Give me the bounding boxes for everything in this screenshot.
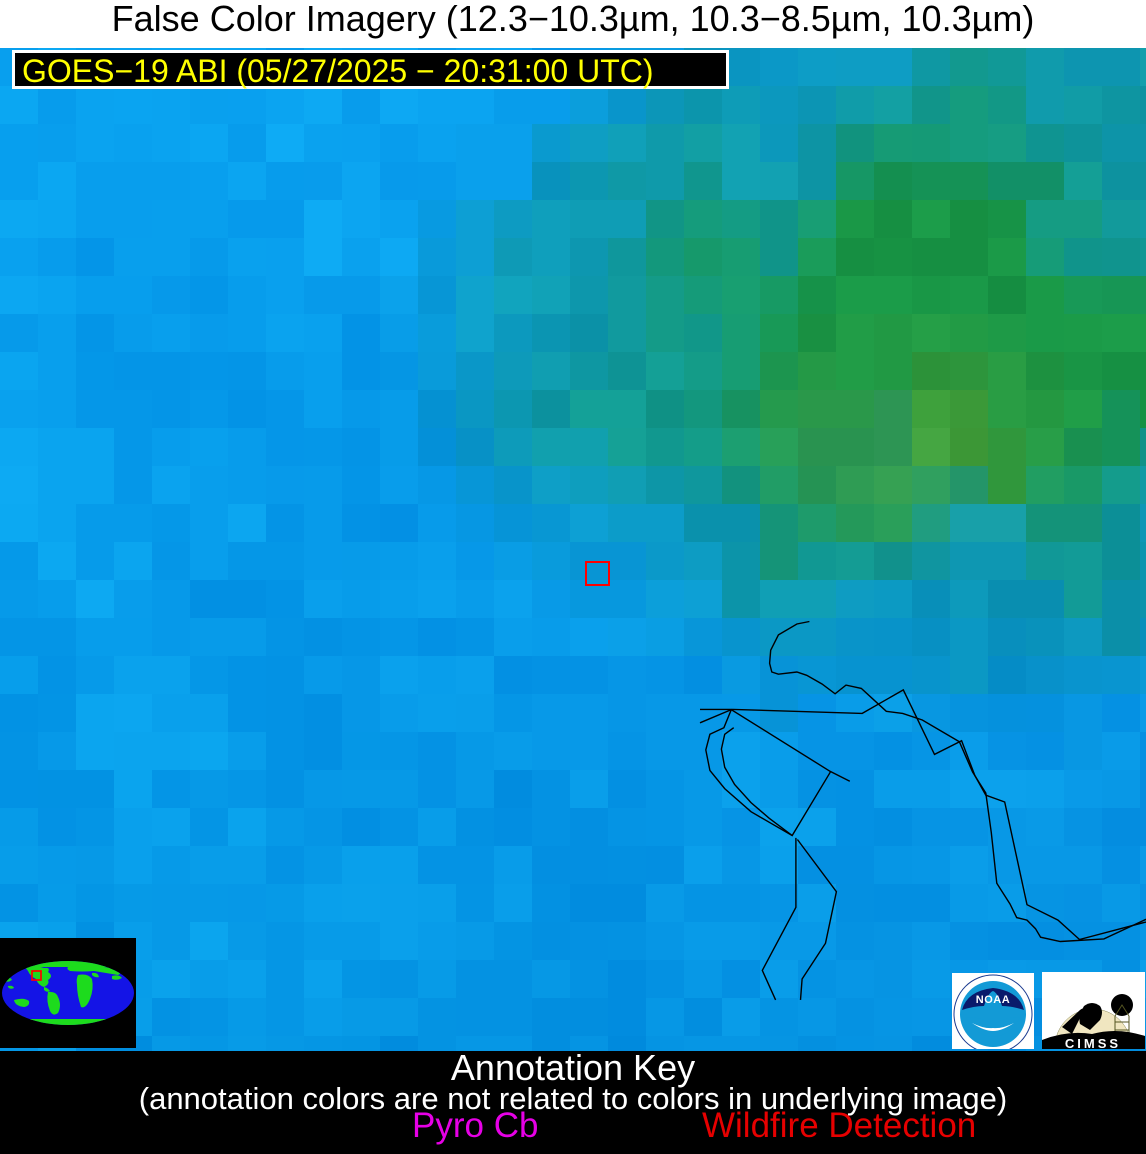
svg-text:NOAA: NOAA — [976, 994, 1010, 1006]
